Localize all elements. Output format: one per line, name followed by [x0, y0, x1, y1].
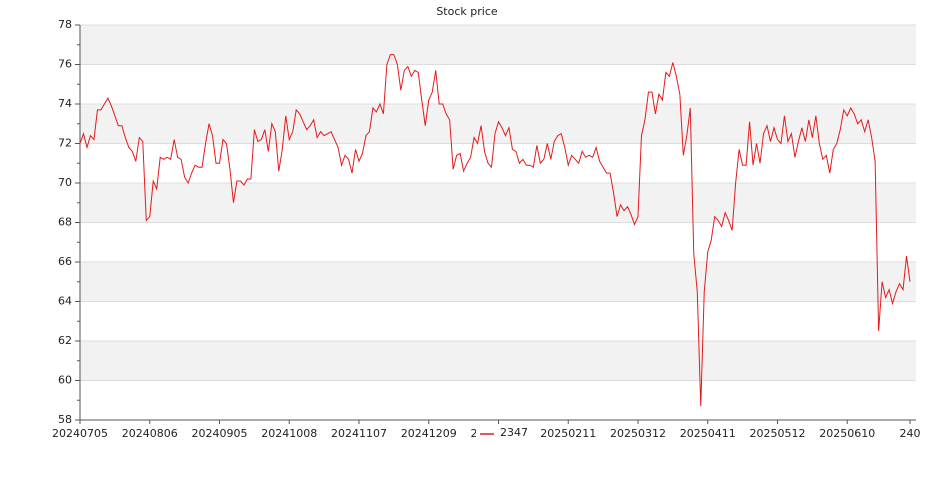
x-tick-label: 20241008 — [261, 427, 317, 440]
x-tick-label: 20241209 — [401, 427, 457, 440]
y-tick-label: 66 — [58, 255, 72, 268]
legend: 2347 — [476, 426, 534, 442]
x-tick-label: 20250512 — [749, 427, 805, 440]
y-tick-label: 58 — [58, 413, 72, 426]
y-tick-label: 60 — [58, 374, 72, 387]
chart-title: Stock price — [436, 5, 498, 18]
grid-band — [80, 183, 916, 223]
x-tick-label: 20240705 — [52, 427, 108, 440]
y-tick-label: 70 — [58, 176, 72, 189]
grid-band — [80, 341, 916, 381]
x-tick-label: 240 — [900, 427, 921, 440]
x-tick-label: 20250211 — [540, 427, 596, 440]
x-tick-label: 20240806 — [122, 427, 178, 440]
legend-label: 2347 — [500, 426, 528, 439]
y-tick-label: 74 — [58, 97, 72, 110]
y-tick-label: 78 — [58, 18, 72, 31]
legend-box — [476, 426, 534, 442]
y-tick-label: 64 — [58, 295, 72, 308]
series-line — [79, 54, 911, 407]
x-tick-label: 20250312 — [610, 427, 666, 440]
y-tick-label: 62 — [58, 334, 72, 347]
x-tick-label: 20250610 — [819, 427, 875, 440]
y-tick-label: 76 — [58, 58, 72, 71]
y-tick-label: 72 — [58, 137, 72, 150]
x-tick-label: 20240905 — [191, 427, 247, 440]
x-tick-label: 20250411 — [680, 427, 736, 440]
x-tick-label: 20241107 — [331, 427, 387, 440]
y-tick-label: 68 — [58, 216, 72, 229]
grid-band — [80, 25, 916, 65]
grid-band — [80, 262, 916, 302]
